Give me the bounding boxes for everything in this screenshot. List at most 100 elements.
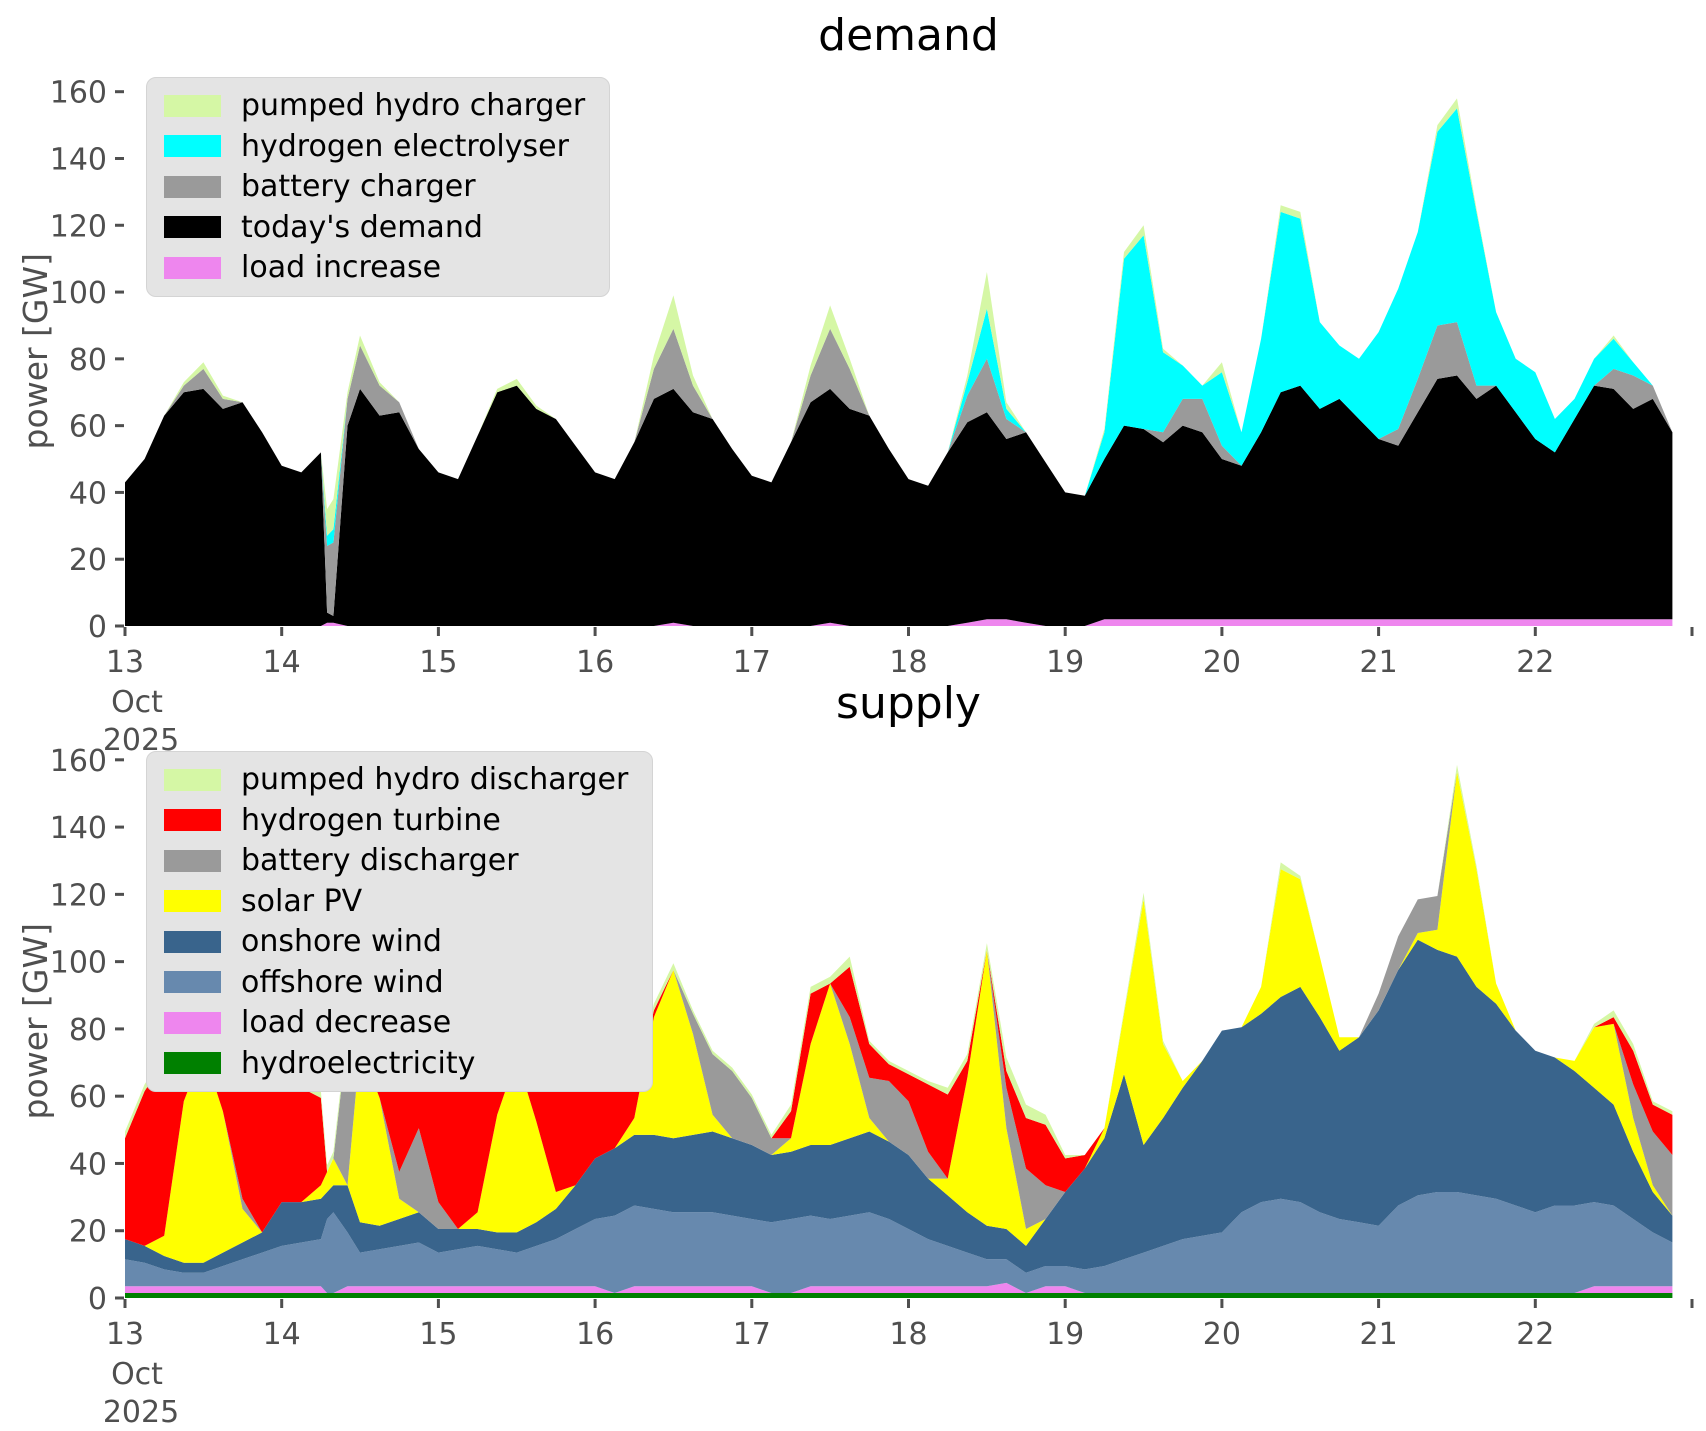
x-tick-label: 15: [419, 1317, 457, 1352]
legend-label-offshore_wind: offshore wind: [241, 964, 444, 1000]
supply-chart-title: supply: [836, 678, 981, 729]
y-tick-label: 100: [50, 946, 107, 981]
x-tick-label: 17: [733, 645, 771, 680]
supply-area-onshore_wind: [125, 939, 1673, 1273]
y-tick-label: 160: [50, 744, 107, 779]
legend-swatch-load_increase: [164, 256, 221, 279]
y-tick-label: 20: [69, 1215, 107, 1250]
legend-item-todays_demand: today's demand: [164, 209, 585, 245]
y-tick-label: 140: [50, 811, 107, 846]
x-axis-month-label: Oct: [111, 1357, 163, 1392]
y-tick-label: 80: [69, 343, 107, 378]
legend-label-battery_charger: battery charger: [241, 169, 476, 204]
x-tick-label: 19: [1046, 1317, 1084, 1352]
legend-item-battery_charger: battery charger: [164, 171, 585, 203]
demand-area-hydrogen_electrolyser: [125, 108, 1673, 546]
x-tick-label: 20: [1203, 645, 1241, 680]
demand-y-axis-label: power [GW]: [16, 253, 55, 450]
demand-areas: [125, 98, 1673, 626]
demand-area-pumped_hydro_charger: [125, 98, 1673, 536]
legend-item-pumped_hydro_charger: pumped hydro charger: [164, 90, 585, 122]
supply-legend: pumped hydro discharger hydrogen turbine b…: [146, 751, 654, 1092]
legend-swatch-pumped_hydro_charger: [164, 94, 221, 117]
legend-label-todays_demand: today's demand: [241, 209, 483, 245]
y-tick-label: 60: [69, 410, 107, 445]
legend-item-hydrogen_electrolyser: hydrogen electrolyser: [164, 128, 585, 164]
y-tick-label: 60: [69, 1080, 107, 1115]
y-tick-label: 40: [69, 476, 107, 511]
y-tick-label: 0: [88, 610, 107, 645]
y-tick-label: 80: [69, 1013, 107, 1048]
legend-swatch-battery_discharger: [164, 849, 221, 872]
y-tick-label: 40: [69, 1147, 107, 1182]
x-axis-month-label: Oct: [111, 685, 163, 720]
x-tick-label: 15: [419, 645, 457, 680]
legend-label-pumped_hydro_charger: pumped hydro charger: [241, 88, 586, 123]
demand-area-load_increase: [125, 619, 1673, 626]
x-tick-label: 13: [106, 645, 144, 680]
legend-swatch-onshore_wind: [164, 930, 221, 953]
x-tick-label: 14: [263, 645, 301, 680]
supply-area-pumped_hydro_discharger: [125, 764, 1673, 1172]
legend-item-hydrogen_turbine: hydrogen turbine: [164, 802, 628, 838]
legend-swatch-hydrogen_turbine: [164, 809, 221, 832]
y-tick-label: 120: [50, 878, 107, 913]
y-tick-label: 100: [50, 276, 107, 311]
x-tick-label: 18: [889, 1317, 927, 1352]
legend-label-battery_discharger: battery discharger: [241, 843, 519, 878]
demand-area-todays_demand: [125, 375, 1673, 626]
x-tick-label: 18: [889, 645, 927, 680]
legend-swatch-offshore_wind: [164, 971, 221, 994]
legend-item-battery_discharger: battery discharger: [164, 845, 628, 877]
legend-item-hydroelectricity: hydroelectricity: [164, 1047, 628, 1080]
legend-swatch-hydroelectricity: [164, 1052, 221, 1075]
x-tick-label: 16: [576, 1317, 614, 1352]
x-tick-label: 14: [263, 1317, 301, 1352]
legend-label-hydrogen_turbine: hydrogen turbine: [241, 802, 501, 838]
x-tick-label: 21: [1360, 1317, 1398, 1352]
x-tick-label: 22: [1516, 1317, 1554, 1352]
legend-swatch-battery_charger: [164, 175, 221, 198]
supply-areas: [125, 764, 1673, 1298]
demand-chart-title: demand: [818, 10, 999, 61]
legend-label-hydrogen_electrolyser: hydrogen electrolyser: [241, 128, 569, 164]
legend-label-solar_pv: solar PV: [241, 883, 363, 919]
x-tick-label: 21: [1360, 645, 1398, 680]
legend-label-onshore_wind: onshore wind: [241, 924, 442, 959]
y-tick-label: 20: [69, 543, 107, 578]
demand-legend: pumped hydro charger hydrogen electrolyse…: [146, 77, 611, 297]
legend-swatch-todays_demand: [164, 216, 221, 239]
x-tick-label: 16: [576, 645, 614, 680]
legend-swatch-hydrogen_electrolyser: [164, 135, 221, 158]
legend-swatch-pumped_hydro_discharger: [164, 768, 221, 791]
x-tick-label: 20: [1203, 1317, 1241, 1352]
legend-label-load_increase: load increase: [241, 250, 442, 285]
legend-item-load_increase: load increase: [164, 252, 585, 284]
supply-area-hydroelectricity: [125, 1293, 1673, 1298]
supply-y-axis-label: power [GW]: [16, 923, 55, 1120]
y-tick-label: 160: [50, 76, 107, 111]
legend-item-offshore_wind: offshore wind: [164, 964, 628, 1000]
x-axis-year-label: 2025: [103, 1395, 179, 1430]
supply-y-axis: 0 20 40 60 80 100 120 140 160: [50, 744, 124, 1317]
x-tick-label: 13: [106, 1317, 144, 1352]
y-tick-label: 0: [88, 1282, 107, 1317]
legend-item-load_decrease: load decrease: [164, 1007, 628, 1039]
legend-label-load_decrease: load decrease: [241, 1005, 452, 1040]
supply-area-load_decrease: [125, 1282, 1673, 1293]
legend-item-solar_pv: solar PV: [164, 883, 628, 919]
legend-item-onshore_wind: onshore wind: [164, 926, 628, 958]
legend-swatch-load_decrease: [164, 1011, 221, 1034]
legend-item-pumped_hydro_discharger: pumped hydro discharger: [164, 764, 628, 796]
demand-y-axis: 0 20 40 60 80 100 120 140 160: [50, 76, 124, 645]
x-tick-label: 22: [1516, 645, 1554, 680]
supply-area-hydrogen_turbine: [125, 771, 1673, 1246]
legend-swatch-solar_pv: [164, 890, 221, 913]
legend-label-pumped_hydro_discharger: pumped hydro discharger: [241, 762, 629, 797]
supply-area-offshore_wind: [125, 1192, 1673, 1293]
y-tick-label: 120: [50, 209, 107, 244]
